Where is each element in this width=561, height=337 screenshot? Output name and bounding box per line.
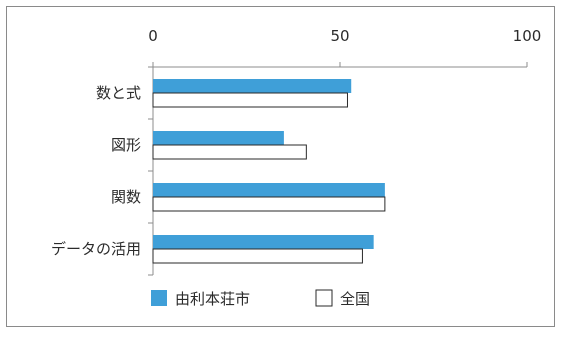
bar-series-2	[152, 92, 348, 108]
legend-item-2-swatch	[315, 289, 333, 307]
x-tick-label: 0	[148, 27, 158, 45]
bar-series-2	[152, 144, 307, 160]
chart-frame	[6, 6, 555, 327]
legend-item-2-label: 全国	[340, 290, 370, 308]
bar-series-2	[152, 196, 386, 212]
bar-series-2	[152, 248, 363, 264]
bar-series-1	[153, 183, 385, 197]
category-label: 数と式	[96, 84, 141, 102]
bar-series-1	[153, 79, 352, 93]
bar-series-1	[153, 235, 374, 249]
legend-item-1-swatch	[151, 290, 167, 306]
x-tick-label: 100	[513, 27, 542, 45]
legend-item-1-label: 由利本荘市	[175, 290, 250, 308]
category-label: データの活用	[51, 240, 141, 258]
x-tick-label: 50	[330, 27, 349, 45]
category-label: 関数	[111, 188, 141, 206]
bar-series-1	[153, 131, 284, 145]
category-label: 図形	[111, 136, 141, 154]
